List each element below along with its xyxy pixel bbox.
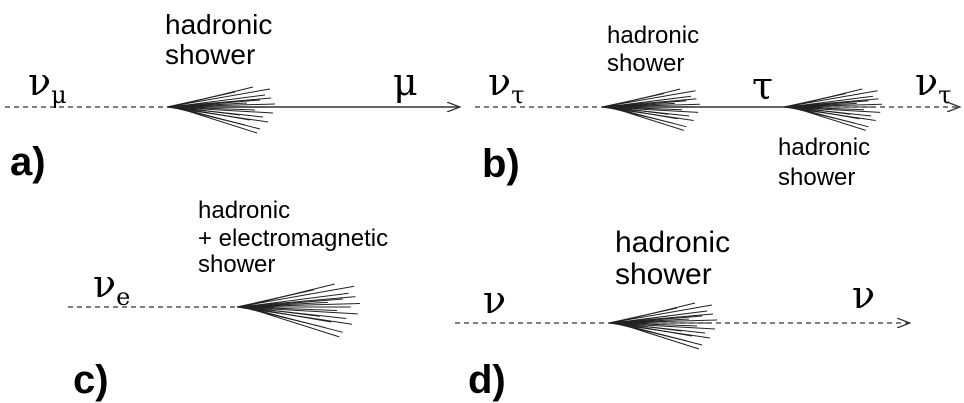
shower-label: hadronic xyxy=(165,9,272,40)
shower-label: shower xyxy=(615,258,712,291)
shower-label: shower xyxy=(607,50,684,77)
shower-label: hadronic xyxy=(778,134,870,161)
symbol: ν xyxy=(488,60,511,104)
subscript: e xyxy=(116,283,130,311)
outgoing-particle: ν xyxy=(852,273,875,317)
panel-label: a) xyxy=(10,140,46,184)
shower xyxy=(237,284,360,337)
shower-label: hadronic xyxy=(615,226,730,259)
diagram: νμ hadronic shower μ a) ντ hadronic show… xyxy=(0,0,964,403)
incoming-particle: νμ xyxy=(28,60,67,109)
shower xyxy=(602,89,700,130)
shower-label: shower xyxy=(778,164,855,191)
symbol: ν xyxy=(915,60,938,104)
panel-label: b) xyxy=(482,142,520,186)
subscript: μ xyxy=(51,81,67,109)
shower-label: + electromagnetic xyxy=(198,225,388,252)
incoming-particle: ν xyxy=(483,278,506,322)
outgoing-particle: ντ xyxy=(915,60,951,109)
subscript: τ xyxy=(511,81,524,109)
shower-ray xyxy=(245,307,343,332)
incoming-particle: ντ xyxy=(488,60,524,109)
symbol: ν xyxy=(93,262,116,306)
subscript: τ xyxy=(938,81,951,109)
shower-ray xyxy=(245,307,339,337)
shower-label: hadronic xyxy=(198,197,290,224)
intermediate-particle: τ xyxy=(752,64,773,108)
shower-label: shower xyxy=(165,39,255,70)
outgoing-particle: μ xyxy=(393,60,418,104)
shower xyxy=(167,87,275,133)
shower xyxy=(609,303,717,349)
symbol: ν xyxy=(28,60,51,104)
shower-label: hadronic xyxy=(607,22,699,49)
incoming-particle: νe xyxy=(93,262,130,311)
panel-label: c) xyxy=(73,358,109,402)
panel-label: d) xyxy=(468,358,506,402)
shower xyxy=(784,89,882,130)
shower-label: shower xyxy=(198,251,275,278)
